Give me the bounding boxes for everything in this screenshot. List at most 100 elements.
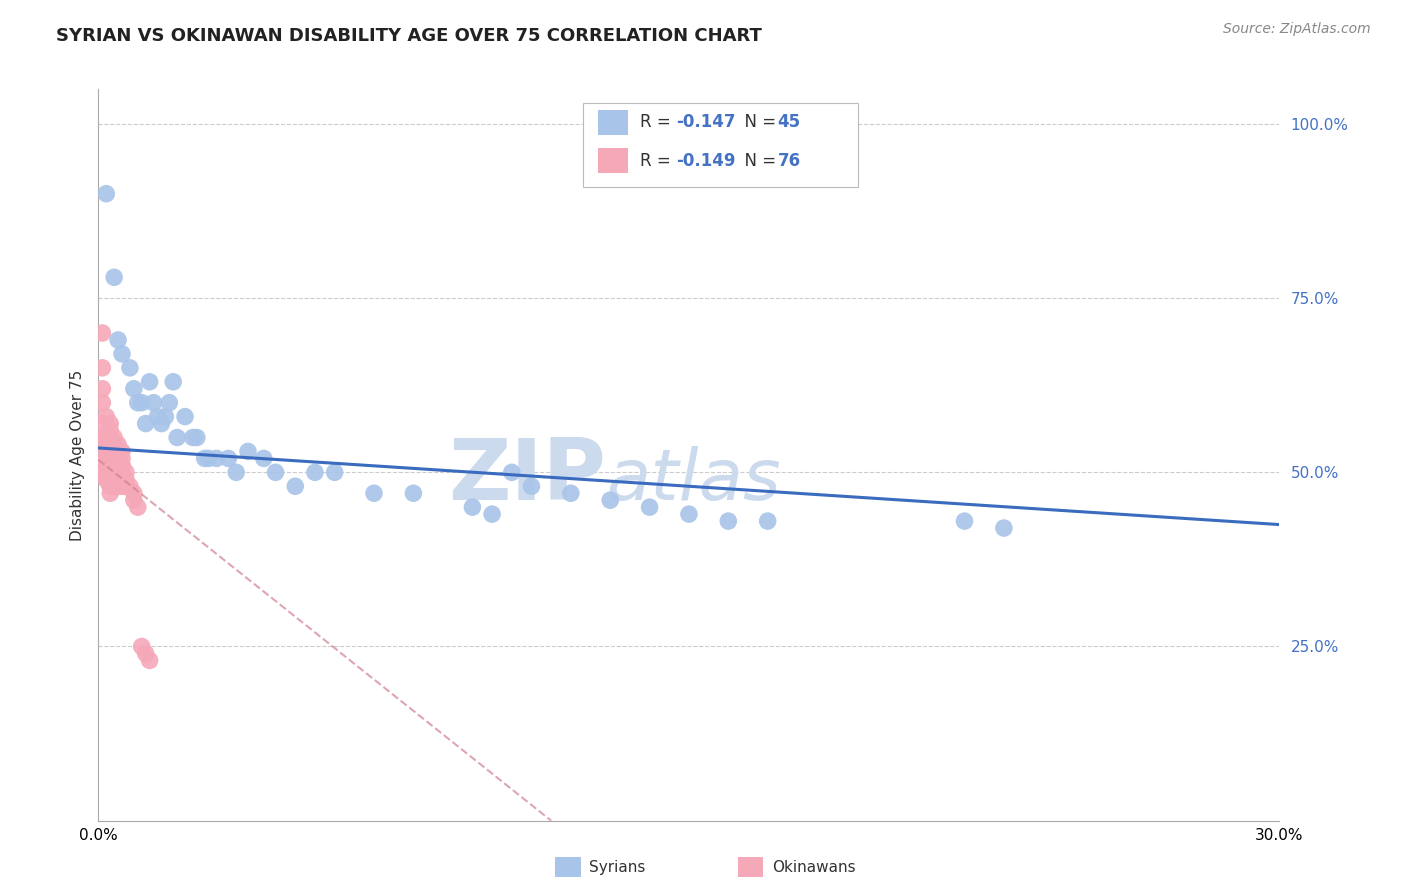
- Point: [501, 466, 523, 480]
- Point: [103, 472, 125, 486]
- Point: [107, 479, 129, 493]
- Point: [96, 409, 118, 424]
- Point: [111, 347, 134, 361]
- Point: [461, 500, 484, 515]
- Point: [98, 466, 121, 480]
- Point: [96, 437, 118, 451]
- Point: [756, 514, 779, 528]
- Point: [103, 466, 125, 480]
- Point: [96, 451, 118, 466]
- Point: [111, 472, 134, 486]
- Point: [194, 451, 217, 466]
- Point: [107, 466, 129, 480]
- Point: [131, 640, 153, 654]
- Text: -0.149: -0.149: [676, 152, 735, 169]
- Point: [98, 430, 121, 444]
- Point: [146, 409, 169, 424]
- Point: [135, 417, 157, 431]
- Point: [98, 458, 121, 473]
- Point: [122, 486, 145, 500]
- Point: [205, 451, 228, 466]
- Point: [217, 451, 239, 466]
- Point: [236, 444, 259, 458]
- Point: [103, 444, 125, 458]
- Point: [162, 375, 184, 389]
- Text: 45: 45: [778, 113, 800, 131]
- Point: [96, 458, 118, 473]
- Text: 76: 76: [778, 152, 800, 169]
- Point: [98, 466, 121, 480]
- Point: [103, 451, 125, 466]
- Point: [115, 466, 138, 480]
- Point: [111, 458, 134, 473]
- Point: [953, 514, 976, 528]
- Point: [96, 458, 118, 473]
- Point: [91, 395, 114, 409]
- Point: [118, 360, 141, 375]
- Point: [103, 270, 125, 285]
- Point: [107, 437, 129, 451]
- Point: [98, 479, 121, 493]
- Point: [103, 437, 125, 451]
- Point: [91, 417, 114, 431]
- Point: [157, 395, 180, 409]
- Point: [107, 458, 129, 473]
- Point: [197, 451, 219, 466]
- Point: [96, 472, 118, 486]
- Point: [96, 466, 118, 480]
- Point: [131, 395, 153, 409]
- Point: [91, 466, 114, 480]
- Point: [98, 479, 121, 493]
- Point: [91, 444, 114, 458]
- Point: [138, 375, 160, 389]
- Point: [91, 430, 114, 444]
- Text: Okinawans: Okinawans: [772, 860, 855, 874]
- Point: [174, 409, 197, 424]
- Point: [155, 409, 177, 424]
- Point: [107, 472, 129, 486]
- Text: R =: R =: [640, 152, 676, 169]
- Point: [107, 466, 129, 480]
- Point: [91, 326, 114, 340]
- Text: SYRIAN VS OKINAWAN DISABILITY AGE OVER 75 CORRELATION CHART: SYRIAN VS OKINAWAN DISABILITY AGE OVER 7…: [56, 27, 762, 45]
- Point: [103, 430, 125, 444]
- Point: [118, 479, 141, 493]
- Point: [284, 479, 307, 493]
- Point: [96, 466, 118, 480]
- Point: [127, 395, 149, 409]
- Point: [717, 514, 740, 528]
- Point: [402, 486, 425, 500]
- Point: [98, 472, 121, 486]
- Point: [560, 486, 582, 500]
- Point: [363, 486, 385, 500]
- Point: [96, 466, 118, 480]
- Point: [96, 458, 118, 473]
- Point: [993, 521, 1015, 535]
- Point: [115, 479, 138, 493]
- Point: [150, 417, 173, 431]
- Point: [91, 360, 114, 375]
- Point: [98, 472, 121, 486]
- Point: [481, 507, 503, 521]
- Point: [98, 417, 121, 431]
- Point: [304, 466, 326, 480]
- Point: [111, 479, 134, 493]
- Text: atlas: atlas: [606, 446, 780, 515]
- Point: [678, 507, 700, 521]
- Point: [138, 653, 160, 667]
- Point: [115, 472, 138, 486]
- Point: [96, 472, 118, 486]
- Point: [103, 466, 125, 480]
- Point: [111, 466, 134, 480]
- Text: ZIP: ZIP: [449, 435, 606, 518]
- Point: [91, 451, 114, 466]
- Point: [96, 430, 118, 444]
- Point: [111, 458, 134, 473]
- Text: N =: N =: [734, 113, 782, 131]
- Point: [96, 451, 118, 466]
- Point: [96, 444, 118, 458]
- Point: [264, 466, 287, 480]
- Point: [166, 430, 188, 444]
- Point: [98, 472, 121, 486]
- Point: [96, 186, 118, 201]
